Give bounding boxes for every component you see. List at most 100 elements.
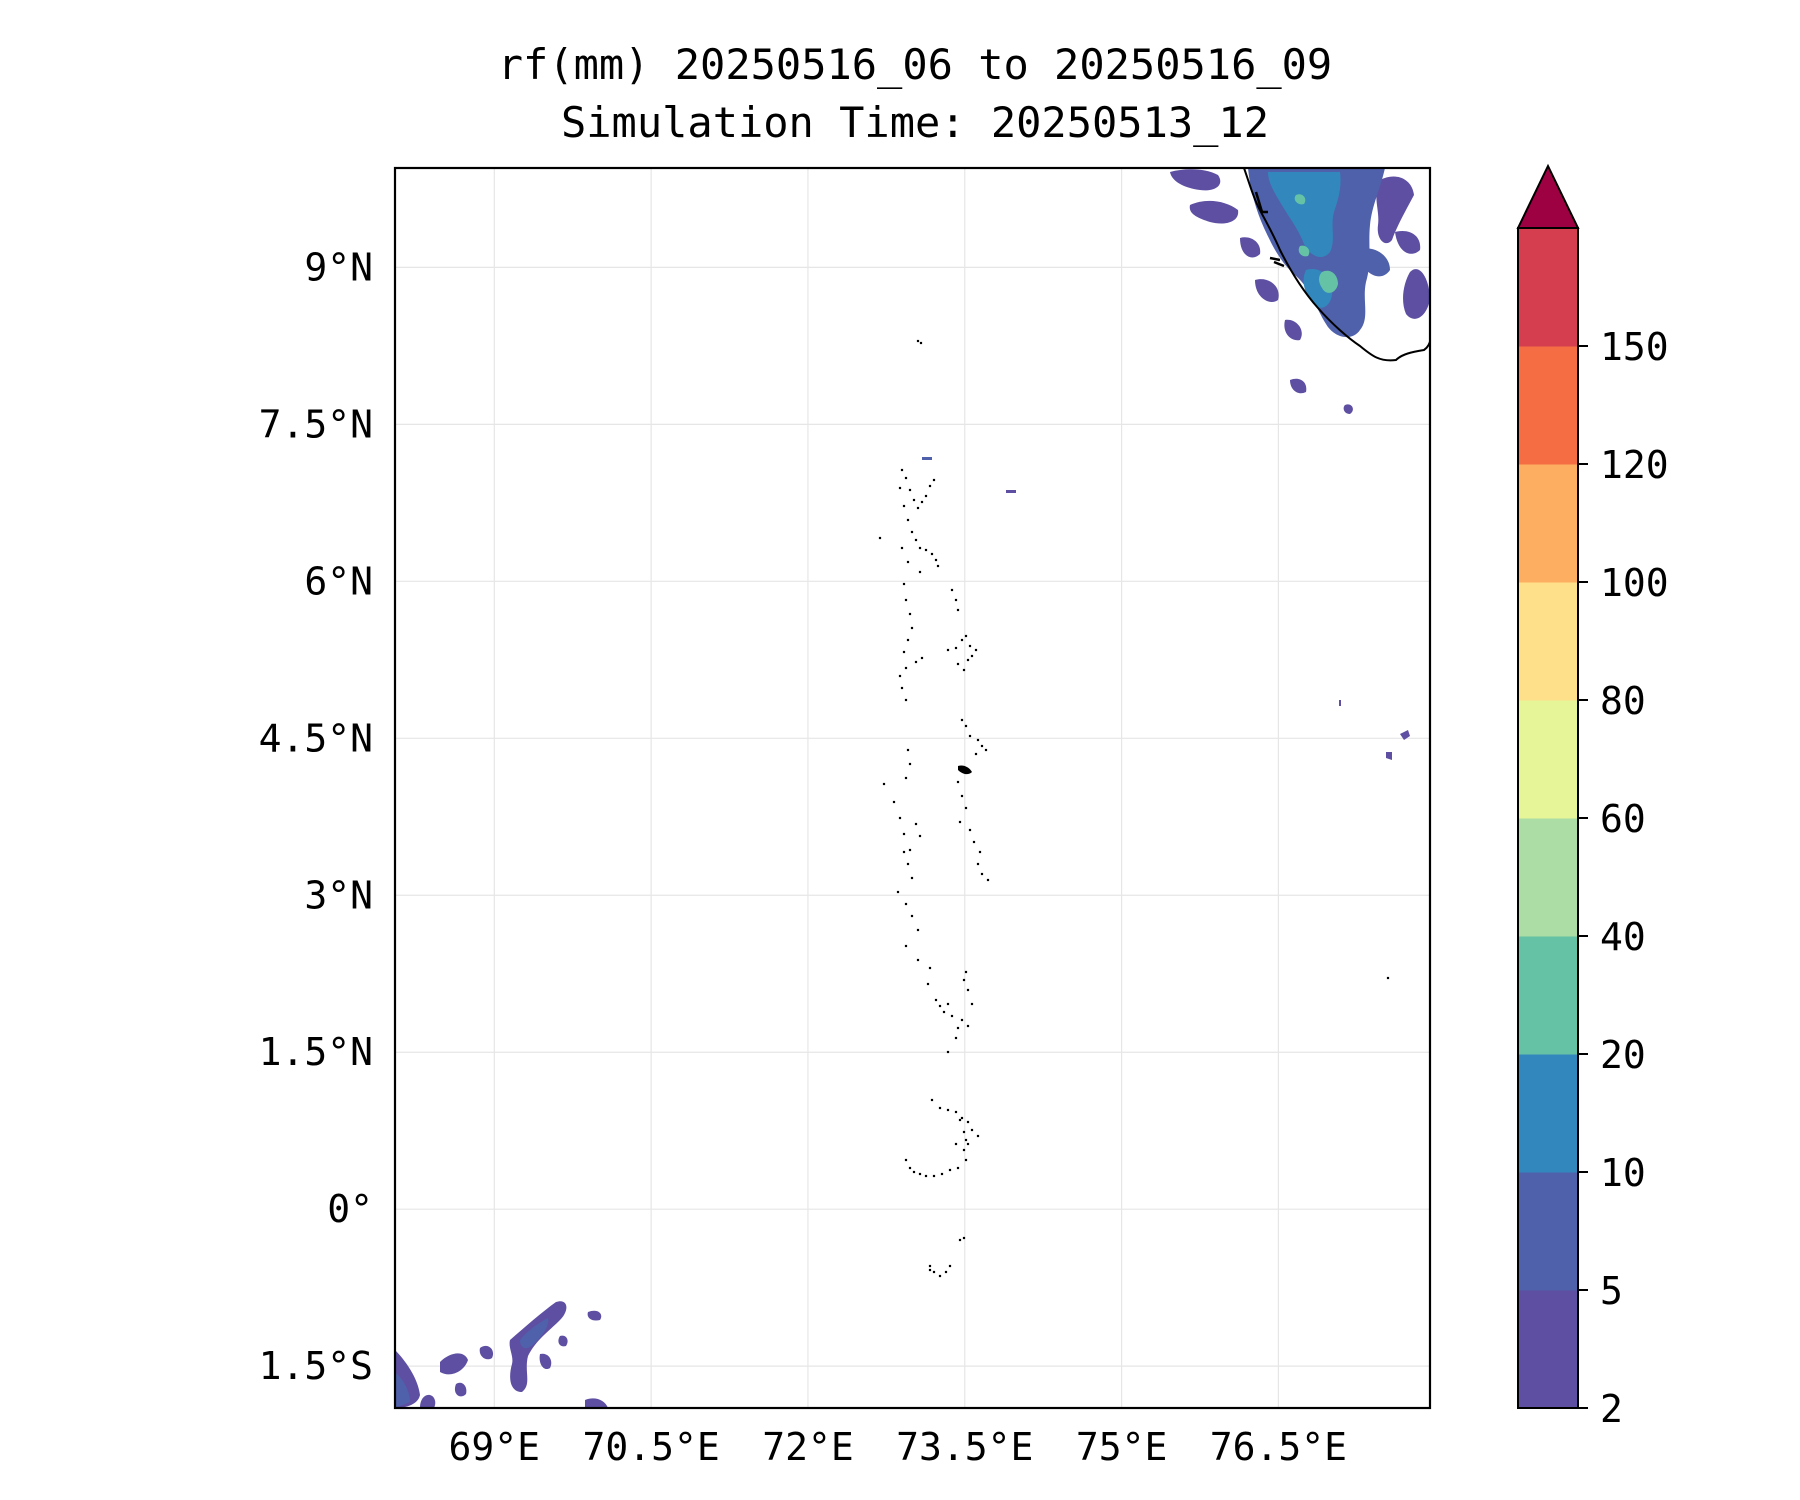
island-dot (954, 1110, 958, 1114)
island-dot (980, 744, 984, 748)
island-dot (919, 341, 923, 345)
island-dot (908, 1166, 912, 1170)
island-dot (956, 780, 960, 784)
island-dot (902, 850, 906, 854)
island-dot (964, 1138, 968, 1142)
island-dot (898, 486, 902, 490)
x-tick-label: 73.5°E (896, 1425, 1033, 1469)
island-dot (960, 1116, 964, 1120)
island-dot (968, 734, 972, 738)
island-dot (920, 500, 924, 504)
island-dot (950, 1014, 954, 1018)
x-tick-label: 72°E (762, 1425, 854, 1469)
colorbar-segment (1518, 228, 1578, 347)
y-tick-label: 9°N (304, 245, 373, 289)
island-dot (950, 588, 954, 592)
x-axis: 69°E 70.5°E 72°E 73.5°E 75°E 76.5°E (449, 1425, 1347, 1469)
chart-title: rf(mm) 20250516_06 to 20250516_09 (497, 40, 1333, 89)
island-dot (946, 1002, 950, 1006)
colorbar-segment (1518, 464, 1578, 583)
colorbar-segment (1518, 1054, 1578, 1173)
colorbar-segment (1518, 582, 1578, 701)
island-dot (928, 484, 932, 488)
island-dot (962, 978, 966, 982)
island-dot (900, 468, 904, 472)
coastline-india (1243, 168, 1430, 362)
island-dot (954, 1036, 958, 1040)
island-dot (906, 560, 910, 564)
island-dot (924, 494, 928, 498)
colorbar-tick-label: 100 (1600, 561, 1669, 605)
island-dot (960, 718, 964, 722)
island-dot (906, 518, 910, 522)
island-dot (938, 1004, 942, 1008)
island-dot (940, 1172, 944, 1176)
island-dot (900, 686, 904, 690)
x-tick-label: 70.5°E (582, 1425, 719, 1469)
island-dot (962, 1148, 966, 1152)
island-dot (918, 546, 922, 550)
chart-subtitle: Simulation Time: 20250513_12 (560, 98, 1269, 147)
island-dot (902, 582, 906, 586)
island-dot (970, 1002, 974, 1006)
island-dot (954, 598, 958, 602)
y-axis: 9°N 7.5°N 6°N 4.5°N 3°N 1.5°N 0° 1.5°S (259, 245, 373, 1388)
island-dot (904, 476, 908, 480)
rain-area-kerala-light (1170, 169, 1430, 414)
island-dot (978, 850, 982, 854)
island-dot (908, 762, 912, 766)
island-dot (948, 1264, 952, 1268)
colorbar-tick-label: 20 (1600, 1033, 1646, 1077)
island-dot (914, 538, 918, 542)
island-dot (976, 862, 980, 866)
colorbar-tick-label: 80 (1600, 679, 1646, 723)
map-frame (393, 166, 1432, 1410)
island-dot (910, 876, 914, 880)
colorbar-tick-label: 60 (1600, 797, 1646, 841)
island-dot (906, 638, 910, 642)
island-dot (930, 552, 934, 556)
island-dot (970, 1128, 974, 1132)
colorbar-tick-label: 2 (1600, 1387, 1623, 1431)
island-dot (904, 1158, 908, 1162)
island-dot (966, 658, 970, 662)
island-dot (972, 840, 976, 844)
island-dot (912, 498, 916, 502)
colorbar-segment (1518, 1172, 1578, 1291)
island-dot (914, 822, 918, 826)
island-dot (928, 1268, 932, 1272)
island-dot (924, 548, 928, 552)
island-dot (946, 1108, 950, 1112)
colorbar-tick-label: 10 (1600, 1151, 1646, 1195)
colorbar-tick-label: 5 (1600, 1269, 1623, 1313)
island-dot (912, 1170, 916, 1174)
island-dot (966, 1024, 970, 1028)
island-dot (936, 564, 940, 568)
y-tick-label: 1.5°S (259, 1344, 373, 1388)
island-dot (958, 1238, 962, 1242)
rain-cell-maldives-north (922, 457, 932, 460)
island-dot (904, 944, 908, 948)
x-tick-label: 75°E (1076, 1425, 1168, 1469)
x-tick-label: 69°E (449, 1425, 541, 1469)
island-dot (966, 988, 970, 992)
colorbar-tick-label: 150 (1600, 325, 1669, 369)
island-dot (920, 656, 924, 660)
island-dot (968, 828, 972, 832)
island-dot (896, 890, 900, 894)
coastline-india-detail (1254, 191, 1285, 268)
island-dot (946, 1050, 950, 1054)
maldives-lakshadweep-islands (878, 339, 1390, 1278)
island-dot (942, 1010, 946, 1014)
x-tick-label: 76.5°E (1210, 1425, 1347, 1469)
rain-cell-77-8E (1339, 700, 1410, 760)
island-dot (964, 970, 968, 974)
island-dot (956, 1166, 960, 1170)
island-dot (960, 1018, 964, 1022)
island-dot (908, 612, 912, 616)
colorbar-segment (1518, 346, 1578, 465)
island-male-atoll (958, 765, 972, 775)
island-dot (960, 794, 964, 798)
island-dot (962, 668, 966, 672)
